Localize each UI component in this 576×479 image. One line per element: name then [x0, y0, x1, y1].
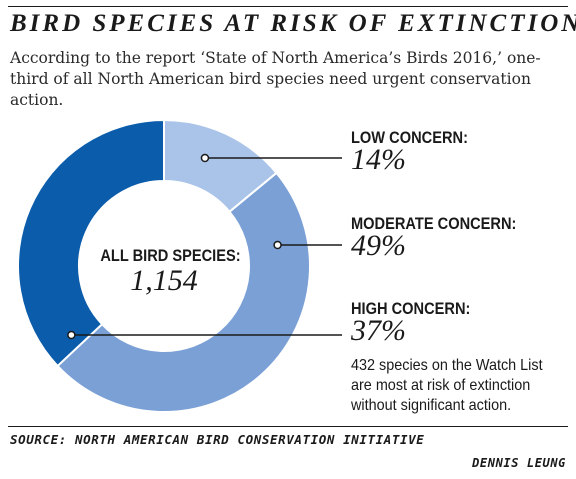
source-credit: SOURCE: NORTH AMERICAN BIRD CONSERVATION…	[10, 432, 425, 447]
slice-high	[17, 118, 165, 368]
legend-label-moderate: MODERATE CONCERN:	[351, 214, 517, 233]
bottom-rule	[8, 426, 568, 427]
leader-dot-high	[67, 330, 76, 340]
center-label: ALL BIRD SPECIES:	[100, 246, 241, 265]
leader-dot-moderate	[273, 240, 282, 250]
chart-subtitle: According to the report ‘State of North …	[10, 49, 541, 109]
legend-value-high: 37%	[351, 314, 406, 347]
center-value: 1,154	[130, 264, 198, 297]
slice-moderate	[56, 171, 311, 414]
legend-value-moderate: 49%	[351, 229, 406, 262]
leader-dot-low	[200, 153, 210, 163]
top-rule	[8, 6, 568, 7]
legend-value-low: 14%	[351, 143, 406, 176]
author-credit: DENNIS LEUNG	[472, 456, 566, 470]
legend-label-high: HIGH CONCERN:	[351, 299, 471, 318]
watch-list-note: 432 species on the Watch List are most a…	[351, 357, 543, 414]
chart-title: BIRD SPECIES AT RISK OF EXTINCTION	[10, 10, 576, 37]
legend-label-low: LOW CONCERN:	[351, 128, 468, 147]
